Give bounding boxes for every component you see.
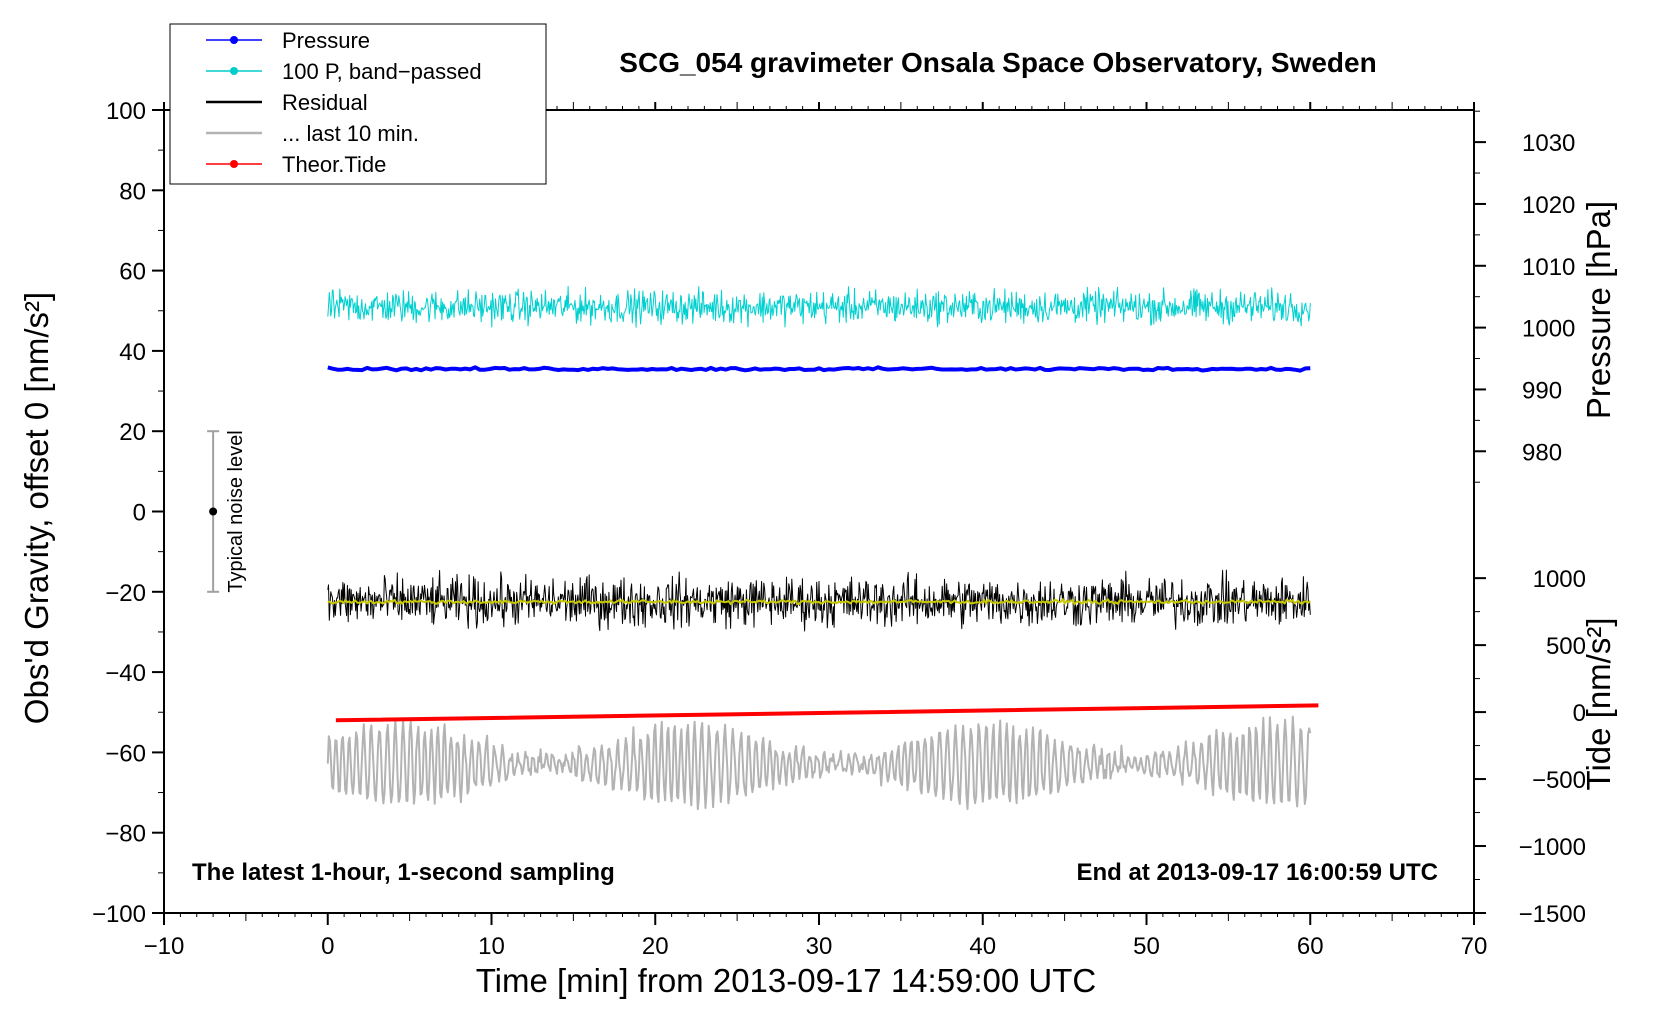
pressure-tick-label: 990 xyxy=(1522,377,1562,404)
y-tick-label: 80 xyxy=(119,178,146,205)
x-tick-label: 10 xyxy=(478,933,505,960)
noise-bar-center-dot xyxy=(209,507,218,516)
tide-tick-label: −1000 xyxy=(1519,834,1586,861)
annotation-bottom-right: End at 2013-09-17 16:00:59 UTC xyxy=(1077,859,1439,886)
legend-label: 100 P, band−passed xyxy=(282,59,482,84)
y-tick-label: −20 xyxy=(105,580,146,607)
x-tick-label: 0 xyxy=(321,933,334,960)
axis-layer: −10 0 10 20 30 40 50 60 70−100−80−60−40−20020406… xyxy=(92,98,1586,960)
legend: Pressure 100 P, band−passed Residual ... la… xyxy=(169,23,547,185)
y-tick-label: −100 xyxy=(92,901,146,928)
y-axis-label-pressure: Pressure [hPa] xyxy=(1580,201,1617,419)
x-tick-label: 30 xyxy=(806,933,833,960)
annotation-bottom-left: The latest 1-hour, 1-second sampling xyxy=(192,859,615,886)
legend-label: ... last 10 min. xyxy=(282,121,419,146)
x-tick-label: 60 xyxy=(1297,933,1324,960)
pressure-tick-label: 980 xyxy=(1522,439,1562,466)
x-axis-label: Time [min] from 2013-09-17 14:59:00 UTC xyxy=(476,962,1097,999)
y-tick-label: 0 xyxy=(133,500,146,527)
pressure-tick-label: 1000 xyxy=(1522,316,1575,343)
noise-bar-label: Typical noise level xyxy=(225,430,247,592)
tide-tick-label: 1000 xyxy=(1533,566,1586,593)
x-tick-label: 40 xyxy=(969,933,996,960)
pressure-tick-label: 1020 xyxy=(1522,192,1575,219)
series-layer xyxy=(326,285,1319,811)
y-tick-label: 20 xyxy=(119,419,146,446)
noise-bar: Typical noise level xyxy=(207,430,247,593)
y-tick-label: 100 xyxy=(106,98,146,125)
legend-marker xyxy=(230,67,238,75)
series-last-10-min xyxy=(326,715,1312,811)
tide-tick-label: 0 xyxy=(1573,700,1586,727)
series-theor-tide xyxy=(335,703,1319,723)
tide-tick-label: −500 xyxy=(1532,767,1586,794)
legend-box xyxy=(169,23,547,185)
series-100-p-band-passed xyxy=(327,285,1311,328)
pressure-tick-label: 1030 xyxy=(1522,130,1575,157)
legend-label: Theor.Tide xyxy=(282,152,386,177)
x-tick-label: 50 xyxy=(1133,933,1160,960)
y-axis-label-left: Obs'd Gravity, offset 0 [nm/s²] xyxy=(18,292,55,724)
legend-marker xyxy=(230,36,238,44)
x-tick-label: 20 xyxy=(642,933,669,960)
series-residual xyxy=(327,569,1311,632)
tide-tick-label: 500 xyxy=(1546,633,1586,660)
y-tick-label: 40 xyxy=(119,339,146,366)
y-tick-label: 60 xyxy=(119,259,146,286)
chart-title: SCG_054 gravimeter Onsala Space Observat… xyxy=(619,47,1376,78)
legend-marker xyxy=(230,160,238,168)
y-tick-label: −40 xyxy=(105,660,146,687)
legend-label: Residual xyxy=(282,90,368,115)
legend-label: Pressure xyxy=(282,28,370,53)
x-tick-label: 70 xyxy=(1461,933,1488,960)
tide-tick-label: −1500 xyxy=(1519,901,1586,928)
y-tick-label: −60 xyxy=(105,740,146,767)
pressure-tick-label: 1010 xyxy=(1522,254,1575,281)
series-pressure xyxy=(327,365,1311,373)
x-tick-label: −10 xyxy=(144,933,185,960)
y-tick-label: −80 xyxy=(105,821,146,848)
y-axis-label-tide: Tide [nm/s²] xyxy=(1580,618,1617,791)
series-running-mean xyxy=(327,598,1311,606)
